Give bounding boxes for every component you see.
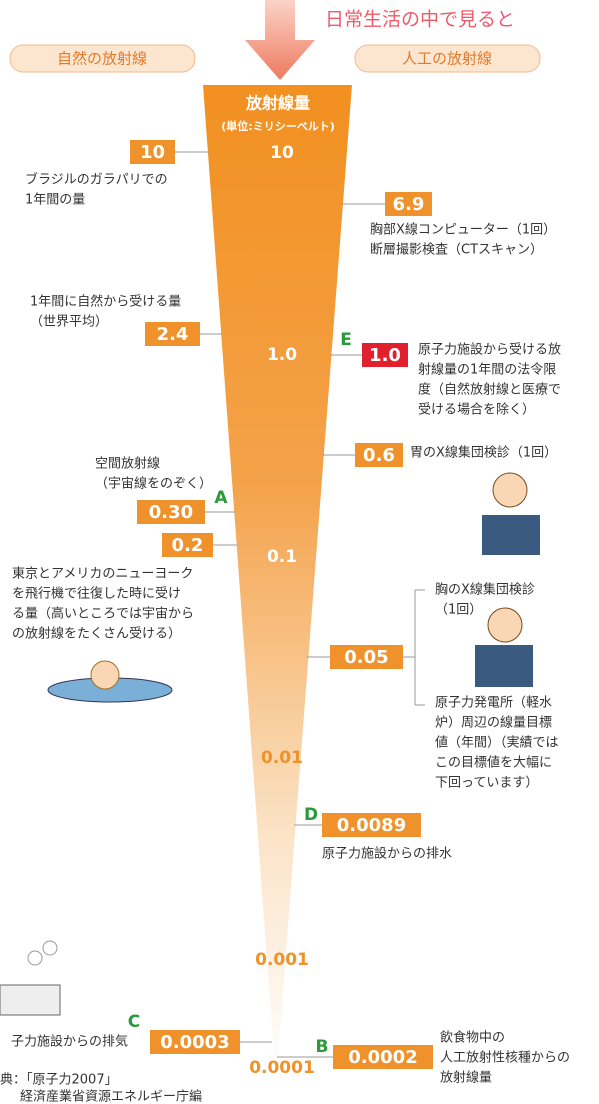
value-label: 1.0 [369, 345, 401, 366]
value-label: 0.6 [363, 445, 395, 466]
label-line: 胸のX線集団検診 [435, 582, 535, 598]
scale-tick: 0.001 [255, 950, 309, 970]
factory-illustration [0, 941, 60, 1015]
label-line: 度（自然放射線と医療で [418, 382, 561, 398]
label-line: この目標値を大幅に [435, 755, 552, 771]
label-line: 値（年間）（実績では [435, 735, 559, 751]
plane-illustration [48, 661, 172, 702]
scale-tick: 0.01 [261, 748, 303, 768]
scale-tick: 0.1 [267, 547, 297, 567]
value-label: 6.9 [393, 194, 425, 215]
person-illustration [482, 473, 540, 555]
letter: B [316, 1037, 329, 1057]
value-label: 0.2 [172, 535, 204, 556]
letter: A [214, 488, 228, 508]
label-line: 飲食物中の [440, 1030, 505, 1046]
label-line: 断層撮影検査（CTスキャン） [370, 242, 543, 258]
scale-title: 放射線量 [245, 94, 310, 113]
label-line: （宇宙線をのぞく） [95, 476, 212, 492]
value-label: 0.0003 [160, 1032, 229, 1053]
label-line: ブラジルのガラパリでの [25, 172, 168, 188]
letter: D [304, 805, 318, 825]
label-line: （1回） [435, 603, 482, 618]
value-label: 10 [140, 142, 165, 163]
label-line: る量（高いところでは宇宙から [12, 606, 194, 622]
arrow [245, 0, 315, 80]
label-line: 1年間に自然から受ける量 [30, 294, 181, 310]
scale-unit: (単位:ミリシーベルト) [221, 119, 334, 133]
letter: C [128, 1012, 140, 1032]
funnel [203, 85, 352, 1082]
label-line: 射線量の1年間の法令限 [418, 362, 556, 378]
label-line: の放射線をたくさん受ける） [12, 626, 181, 642]
value-label: 0.05 [344, 647, 388, 668]
label-line: 人工放射性核種からの [440, 1050, 570, 1066]
scale-tick: 1.0 [267, 345, 297, 365]
scale-tick: 0.0001 [249, 1058, 315, 1078]
value-label: 2.4 [157, 324, 189, 345]
source: 典：「原子力2007」 [0, 1073, 118, 1088]
label-line: を飛行機で往復した時に受け [12, 586, 181, 602]
arrow-label: 日常生活の中で見ると [325, 9, 515, 31]
scale-tick: 10 [270, 143, 294, 163]
label-line: 原子力施設からの排水 [322, 846, 452, 862]
label-line: 原子力施設から受ける放 [418, 342, 561, 358]
label-line: 空間放射線 [95, 456, 160, 472]
label-line: 下回っています） [435, 776, 538, 791]
label-line: （世界平均） [30, 315, 108, 330]
label-line: 東京とアメリカのニューヨーク [12, 566, 193, 582]
infographic: 日常生活の中で見ると 自然の放射線 人工の放射線 放射線量 (単位:ミリシーベル… [0, 0, 599, 1104]
label-line: 胸部X線コンピューター（1回） [370, 222, 556, 238]
value-label: 0.0002 [348, 1047, 417, 1068]
left-title: 自然の放射線 [57, 50, 147, 68]
right-title: 人工の放射線 [402, 50, 492, 68]
value-label: 0.0089 [337, 815, 406, 836]
label-line: 放射線量 [440, 1070, 492, 1086]
label-line: 原子力発電所（軽水 [435, 696, 552, 711]
value-label: 0.30 [149, 502, 193, 523]
label-line: 胃のX線集団検診（1回） [410, 445, 557, 461]
label-line: 子力施設からの排気 [11, 1034, 128, 1050]
label-line: 受ける場合を除く） [418, 403, 535, 418]
source: 経済産業省資源エネルギー庁編 [20, 1089, 202, 1104]
person-illustration [475, 608, 533, 687]
letter: E [340, 330, 352, 350]
label-line: 炉）周辺の線量目標 [435, 715, 552, 731]
label-line: 1年間の量 [25, 193, 85, 208]
